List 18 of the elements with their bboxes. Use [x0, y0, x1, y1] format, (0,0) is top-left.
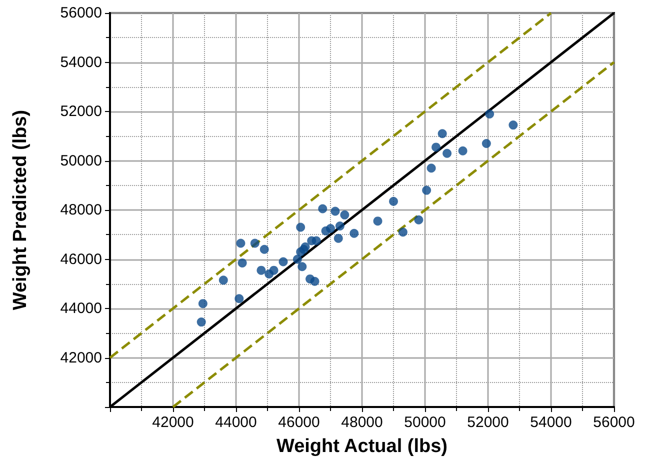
y-axis-title: Weight Predicted (lbs) [10, 110, 31, 310]
y-tick-label: 44000 [60, 300, 102, 317]
y-tick-label: 46000 [60, 250, 102, 268]
y-tick-label: 56000 [60, 4, 102, 22]
y-tick-label: 50000 [60, 152, 102, 170]
y-tick-label: 42000 [60, 349, 102, 366]
y-tick-label: 52000 [60, 103, 102, 120]
x-tick-label: 52000 [467, 414, 509, 431]
x-tick-label: 48000 [341, 414, 383, 431]
x-tick-label: 46000 [278, 414, 320, 431]
x-tick-label: 50000 [404, 414, 446, 431]
x-tick-label: 44000 [215, 414, 257, 431]
x-tick-label: 54000 [530, 414, 572, 431]
x-tick-label: 42000 [152, 414, 194, 431]
x-tick-label: 56000 [593, 414, 635, 431]
y-tick-label: 54000 [60, 54, 102, 71]
x-axis-title: Weight Actual (lbs) [276, 436, 448, 457]
y-tick-label: 48000 [60, 202, 102, 218]
